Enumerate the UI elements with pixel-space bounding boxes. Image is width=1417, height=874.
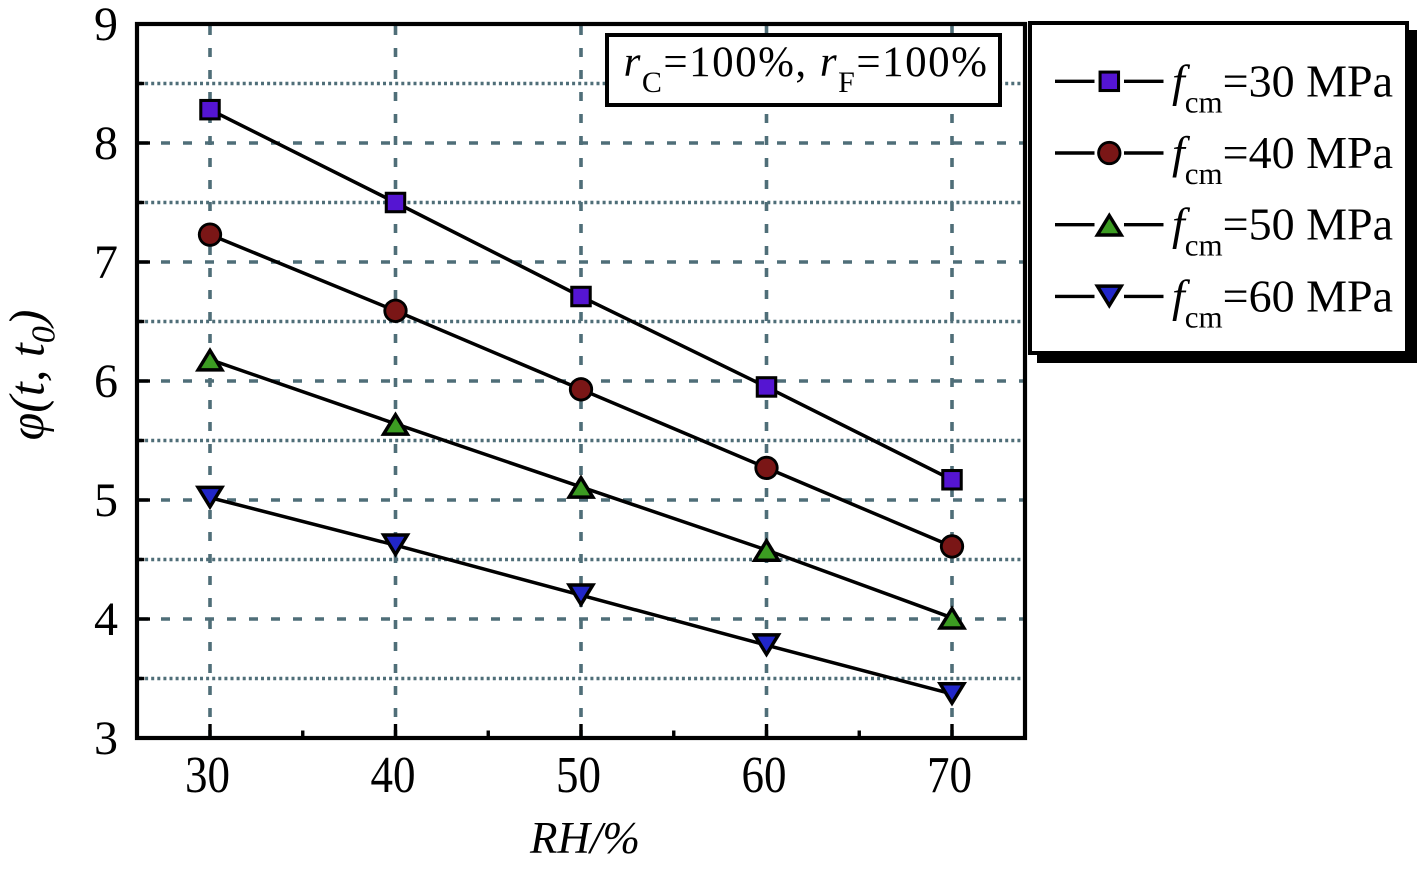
svg-text:fcm=30 MPa: fcm=30 MPa	[1172, 55, 1393, 119]
svg-text:5: 5	[94, 474, 118, 527]
svg-text:8: 8	[94, 117, 118, 170]
svg-text:rC=100%, rF=100%: rC=100%, rF=100%	[624, 39, 989, 99]
svg-text:9: 9	[94, 0, 118, 51]
svg-text:6: 6	[94, 355, 118, 408]
svg-text:4: 4	[94, 593, 118, 646]
svg-text:fcm=50 MPa: fcm=50 MPa	[1172, 199, 1393, 263]
svg-text:RH/%: RH/%	[529, 813, 640, 863]
svg-text:40: 40	[371, 747, 416, 804]
svg-text:fcm=60 MPa: fcm=60 MPa	[1172, 270, 1393, 334]
svg-text:50: 50	[556, 747, 601, 804]
svg-text:7: 7	[94, 236, 118, 289]
svg-text:60: 60	[742, 747, 787, 804]
svg-text:30: 30	[185, 747, 230, 804]
svg-text:fcm=40 MPa: fcm=40 MPa	[1172, 127, 1393, 191]
svg-text:3: 3	[94, 712, 118, 765]
svg-text:70: 70	[927, 747, 972, 804]
